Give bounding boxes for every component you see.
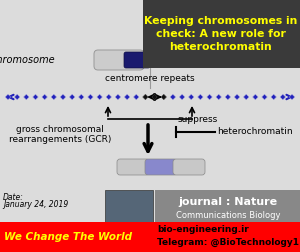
Polygon shape (198, 94, 203, 100)
Polygon shape (134, 94, 139, 100)
Polygon shape (152, 94, 157, 100)
FancyBboxPatch shape (143, 0, 300, 68)
FancyBboxPatch shape (145, 159, 177, 175)
Text: gross chromosomal
rearrangements (GCR): gross chromosomal rearrangements (GCR) (9, 125, 111, 144)
Text: centromere: centromere (152, 52, 201, 61)
Polygon shape (115, 94, 121, 100)
FancyBboxPatch shape (155, 190, 300, 222)
Polygon shape (170, 94, 176, 100)
Text: heterochromatin: heterochromatin (217, 128, 292, 137)
Text: Telegram: @BioTechnology1: Telegram: @BioTechnology1 (157, 237, 299, 246)
Text: chromosome: chromosome (0, 55, 55, 65)
Polygon shape (5, 94, 11, 100)
Text: Communications Biology: Communications Biology (176, 211, 280, 220)
Polygon shape (88, 94, 93, 100)
FancyBboxPatch shape (0, 222, 300, 252)
Text: bio-engineering.ir: bio-engineering.ir (157, 226, 249, 235)
FancyBboxPatch shape (105, 190, 153, 222)
FancyBboxPatch shape (117, 159, 149, 175)
Text: We Change The World: We Change The World (4, 232, 132, 242)
Polygon shape (143, 94, 148, 100)
Polygon shape (271, 94, 276, 100)
Polygon shape (97, 94, 102, 100)
Polygon shape (60, 94, 66, 100)
Polygon shape (14, 94, 20, 100)
Polygon shape (51, 94, 57, 100)
Polygon shape (234, 94, 240, 100)
Polygon shape (253, 94, 258, 100)
Polygon shape (69, 94, 75, 100)
Polygon shape (24, 94, 29, 100)
FancyBboxPatch shape (173, 159, 205, 175)
Polygon shape (216, 94, 221, 100)
Polygon shape (179, 94, 185, 100)
Text: centromere repeats: centromere repeats (105, 74, 195, 83)
Text: journal : Nature: journal : Nature (178, 197, 278, 207)
Polygon shape (124, 94, 130, 100)
Polygon shape (188, 94, 194, 100)
Text: suppress: suppress (178, 115, 218, 124)
Polygon shape (33, 94, 38, 100)
Polygon shape (79, 94, 84, 100)
Polygon shape (243, 94, 249, 100)
FancyBboxPatch shape (94, 50, 144, 70)
Text: Keeping chromosomes in
check: A new role for
heterochromatin: Keeping chromosomes in check: A new role… (144, 16, 298, 52)
Polygon shape (225, 94, 231, 100)
FancyBboxPatch shape (124, 52, 150, 68)
Polygon shape (289, 94, 295, 100)
Text: January 24, 2019: January 24, 2019 (3, 200, 68, 209)
Polygon shape (280, 94, 286, 100)
Polygon shape (207, 94, 212, 100)
Text: Date:: Date: (3, 193, 24, 202)
Polygon shape (42, 94, 47, 100)
Polygon shape (262, 94, 267, 100)
Polygon shape (161, 94, 167, 100)
Polygon shape (106, 94, 112, 100)
